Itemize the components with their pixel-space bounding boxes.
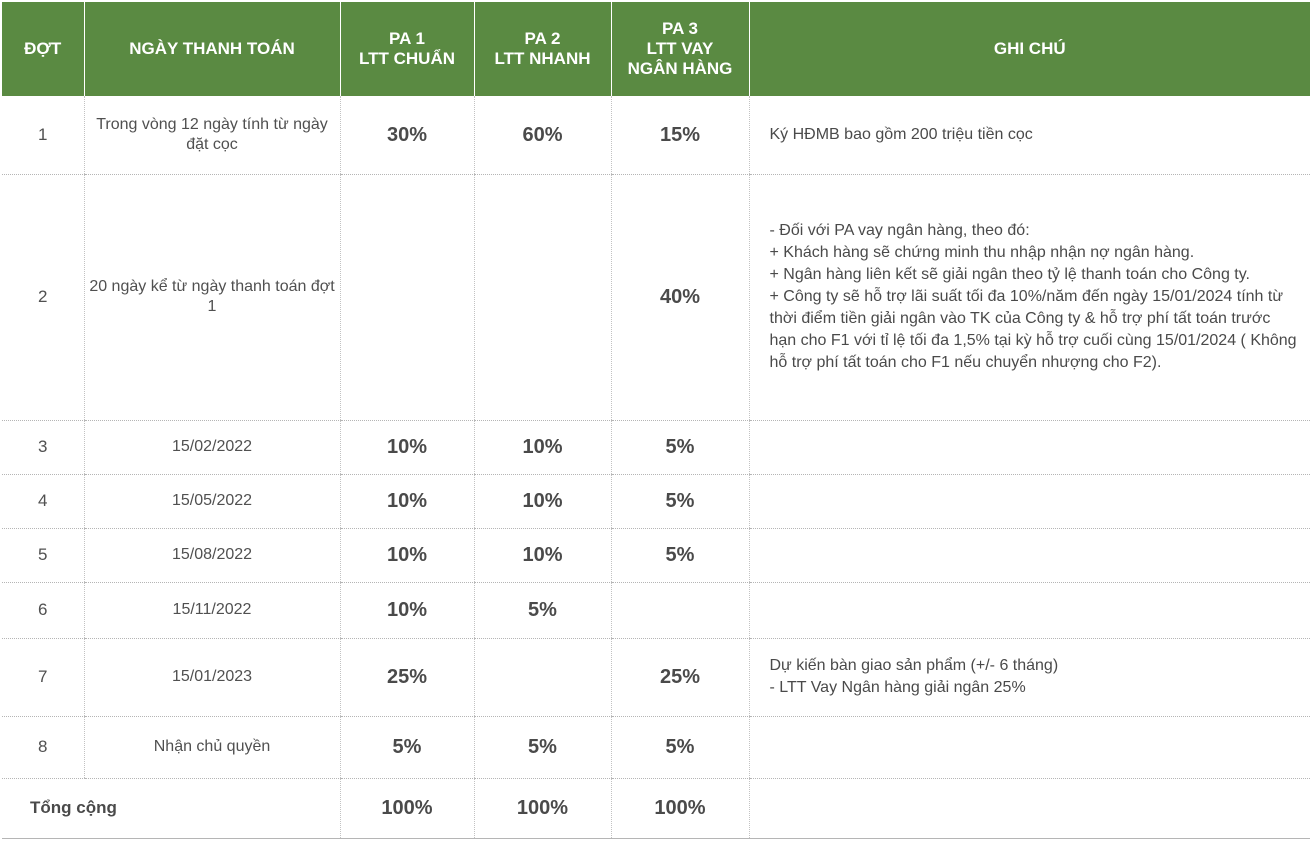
row-pa3: 5% <box>610 420 749 475</box>
row-pa3: 25% <box>610 638 749 717</box>
header-pa1-line2: LTT CHUẨN <box>359 49 455 68</box>
row-pa1 <box>339 174 474 421</box>
total-note <box>748 778 1310 839</box>
header-pa3-line2: LTT VAY <box>646 39 714 58</box>
row-date: 15/08/2022 <box>83 528 340 583</box>
row-dot: 2 <box>2 174 84 421</box>
header-note: GHI CHÚ <box>748 2 1310 96</box>
table-row: 3 15/02/2022 10% 10% 5% <box>2 420 1310 475</box>
row-pa2 <box>473 638 611 717</box>
row-pa2: 10% <box>473 420 611 475</box>
total-pa2: 100% <box>473 778 611 839</box>
row-note <box>748 716 1310 779</box>
row-note: Dự kiến bàn giao sản phẩm (+/- 6 tháng) … <box>748 638 1310 717</box>
row-dot: 1 <box>2 96 84 175</box>
row-note: Ký HĐMB bao gồm 200 triệu tiền cọc <box>748 96 1310 175</box>
row-dot: 7 <box>2 638 84 717</box>
total-pa3: 100% <box>610 778 749 839</box>
row-note <box>748 420 1310 475</box>
header-pa2-line2: LTT NHANH <box>494 49 591 68</box>
table-row: 5 15/08/2022 10% 10% 5% <box>2 528 1310 583</box>
table-row: 7 15/01/2023 25% 25% Dự kiến bàn giao sả… <box>2 638 1310 717</box>
row-pa3 <box>610 582 749 639</box>
table-body: 1 Trong vòng 12 ngày tính từ ngày đặt cọ… <box>2 96 1310 839</box>
table-row: 1 Trong vòng 12 ngày tính từ ngày đặt cọ… <box>2 96 1310 175</box>
row-dot: 6 <box>2 582 84 639</box>
row-pa3: 15% <box>610 96 749 175</box>
row-pa2: 10% <box>473 474 611 529</box>
header-pa3-line3: NGÂN HÀNG <box>627 59 733 78</box>
row-pa1: 5% <box>339 716 474 779</box>
row-pa1: 25% <box>339 638 474 717</box>
row-note <box>748 528 1310 583</box>
header-pa2: PA 2 LTT NHANH <box>473 2 611 96</box>
row-note <box>748 474 1310 529</box>
table-row: 2 20 ngày kể từ ngày thanh toán đợt 1 40… <box>2 174 1310 421</box>
row-date: 15/02/2022 <box>83 420 340 475</box>
row-note <box>748 582 1310 639</box>
row-pa2: 5% <box>473 716 611 779</box>
row-date: 15/01/2023 <box>83 638 340 717</box>
table-header: ĐỢT NGÀY THANH TOÁN PA 1 LTT CHUẨN PA 2 … <box>2 2 1310 96</box>
row-dot: 8 <box>2 716 84 779</box>
row-pa1: 10% <box>339 420 474 475</box>
row-pa1: 10% <box>339 528 474 583</box>
row-date: Trong vòng 12 ngày tính từ ngày đặt cọc <box>83 96 340 175</box>
table-row: 8 Nhận chủ quyền 5% 5% 5% <box>2 716 1310 779</box>
total-pa1: 100% <box>339 778 474 839</box>
row-dot: 5 <box>2 528 84 583</box>
row-pa1: 10% <box>339 474 474 529</box>
total-label: Tổng cộng <box>2 778 340 839</box>
row-date: Nhận chủ quyền <box>83 716 340 779</box>
row-dot: 3 <box>2 420 84 475</box>
row-pa2: 5% <box>473 582 611 639</box>
row-dot: 4 <box>2 474 84 529</box>
header-pa3: PA 3 LTT VAY NGÂN HÀNG <box>610 2 749 96</box>
row-pa3: 40% <box>610 174 749 421</box>
row-pa2 <box>473 174 611 421</box>
row-pa2: 60% <box>473 96 611 175</box>
header-pa3-line1: PA 3 <box>662 19 698 38</box>
header-pa2-line1: PA 2 <box>524 29 561 48</box>
table-row: 6 15/11/2022 10% 5% <box>2 582 1310 639</box>
row-date: 15/11/2022 <box>83 582 340 639</box>
row-pa2: 10% <box>473 528 611 583</box>
row-pa1: 10% <box>339 582 474 639</box>
header-pa1-line1: PA 1 <box>389 29 425 48</box>
row-pa3: 5% <box>610 528 749 583</box>
row-pa3: 5% <box>610 474 749 529</box>
table-row: 4 15/05/2022 10% 10% 5% <box>2 474 1310 529</box>
row-pa1: 30% <box>339 96 474 175</box>
row-date: 15/05/2022 <box>83 474 340 529</box>
row-pa3: 5% <box>610 716 749 779</box>
total-row: Tổng cộng 100% 100% 100% <box>2 778 1310 839</box>
header-dot: ĐỢT <box>2 2 84 96</box>
header-payment-date: NGÀY THANH TOÁN <box>83 2 340 96</box>
row-date: 20 ngày kể từ ngày thanh toán đợt 1 <box>83 174 340 421</box>
header-pa1: PA 1 LTT CHUẨN <box>339 2 474 96</box>
row-note: - Đối với PA vay ngân hàng, theo đó: + K… <box>748 174 1310 421</box>
